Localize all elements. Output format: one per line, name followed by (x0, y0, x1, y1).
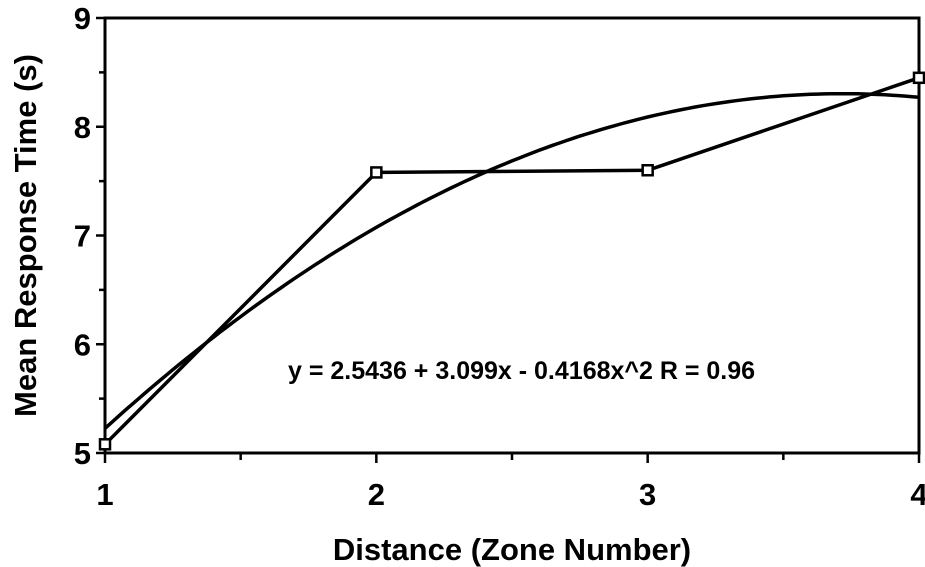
y-tick-label: 5 (74, 436, 91, 471)
y-tick-label: 9 (74, 1, 91, 36)
data-series-line (103, 76, 920, 446)
data-point (98, 438, 112, 451)
x-axis-title: Distance (Zone Number) (333, 532, 691, 567)
plot-area: 1 2 3 4 5 6 7 8 9 Distance (Zone Number) Mean Resp… (8, 1, 925, 567)
x-tick-label: 3 (639, 477, 656, 512)
y-tick-label: 8 (74, 110, 91, 145)
x-tick-label: 2 (368, 477, 385, 512)
x-tick-label: 1 (96, 477, 113, 512)
data-point (641, 164, 654, 177)
fit-curve (103, 91, 920, 430)
fit-equation: y = 2.5436 + 3.099x - 0.4168x^2 R = 0.96 (288, 357, 755, 385)
data-point (370, 166, 383, 179)
plot-frame (103, 16, 921, 455)
y-axis-title: Mean Response Time (s) (8, 54, 43, 417)
data-point (912, 71, 925, 85)
x-tick-label: 4 (910, 477, 925, 512)
y-tick-label: 7 (74, 219, 91, 254)
y-tick-label: 6 (74, 327, 91, 362)
